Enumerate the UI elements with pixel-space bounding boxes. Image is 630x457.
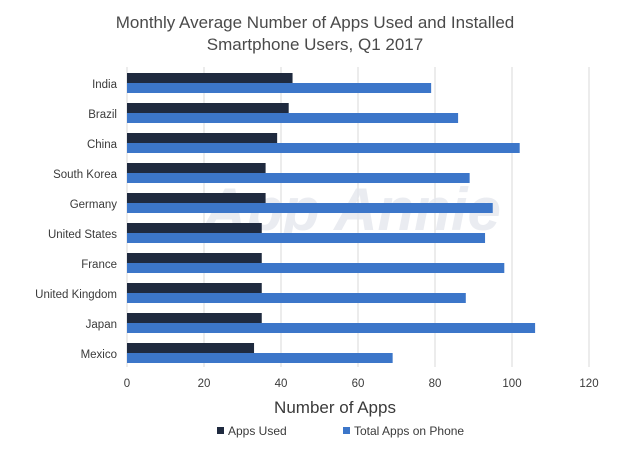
legend-label-total-apps: Total Apps on Phone <box>354 424 464 438</box>
category-label: China <box>87 139 118 151</box>
legend: Apps Used Total Apps on Phone <box>217 424 464 438</box>
category-label: United Kingdom <box>35 289 117 301</box>
bar-apps-used-japan <box>127 313 262 323</box>
bar-apps-used-brazil <box>127 103 289 113</box>
bar-apps-used-germany <box>127 193 266 203</box>
bar-total-apps-japan <box>127 323 536 333</box>
bar-total-apps-india <box>127 83 432 93</box>
bar-apps-used-mexico <box>127 343 255 353</box>
bar-total-apps-united-states <box>127 233 486 243</box>
chart-title-line-2: Smartphone Users, Q1 2017 <box>206 35 424 54</box>
bar-total-apps-brazil <box>127 113 459 123</box>
bar-apps-used-united-states <box>127 223 262 233</box>
bar-apps-used-france <box>127 253 262 263</box>
category-label: Japan <box>86 319 117 331</box>
bars <box>127 73 536 363</box>
bar-total-apps-united-kingdom <box>127 293 466 303</box>
category-label: Germany <box>70 199 118 211</box>
bar-apps-used-china <box>127 133 278 143</box>
category-label: South Korea <box>53 169 118 181</box>
legend-label-apps-used: Apps Used <box>228 424 287 438</box>
x-tick-label: 80 <box>429 378 442 390</box>
category-label: India <box>92 79 118 91</box>
x-tick-label: 40 <box>275 378 288 390</box>
bar-total-apps-france <box>127 263 505 273</box>
chart-title-line-1: Monthly Average Number of Apps Used and … <box>115 13 515 32</box>
x-axis-title: Number of Apps <box>274 398 396 417</box>
x-tick-label: 20 <box>198 378 211 390</box>
x-tick-labels: 0 20 40 60 80 100 120 <box>124 378 599 390</box>
bar-apps-used-india <box>127 73 293 83</box>
category-label: France <box>81 259 117 271</box>
chart-title: Monthly Average Number of Apps Used and … <box>0 12 630 56</box>
legend-swatch-apps-used <box>217 427 224 434</box>
bar-apps-used-united-kingdom <box>127 283 262 293</box>
legend-swatch-total-apps <box>343 427 350 434</box>
bar-total-apps-south-korea <box>127 173 470 183</box>
bar-total-apps-germany <box>127 203 493 213</box>
bar-apps-used-south-korea <box>127 163 266 173</box>
category-label: Mexico <box>81 349 117 361</box>
category-labels: India Brazil China South Korea Germany United… <box>35 79 117 361</box>
bar-total-apps-mexico <box>127 353 393 363</box>
x-tick-label: 120 <box>579 378 598 390</box>
bar-total-apps-china <box>127 143 520 153</box>
category-label: Brazil <box>88 109 117 121</box>
x-tick-label: 100 <box>502 378 521 390</box>
x-tick-label: 0 <box>124 378 130 390</box>
category-label: United States <box>48 229 117 241</box>
x-tick-label: 60 <box>352 378 365 390</box>
